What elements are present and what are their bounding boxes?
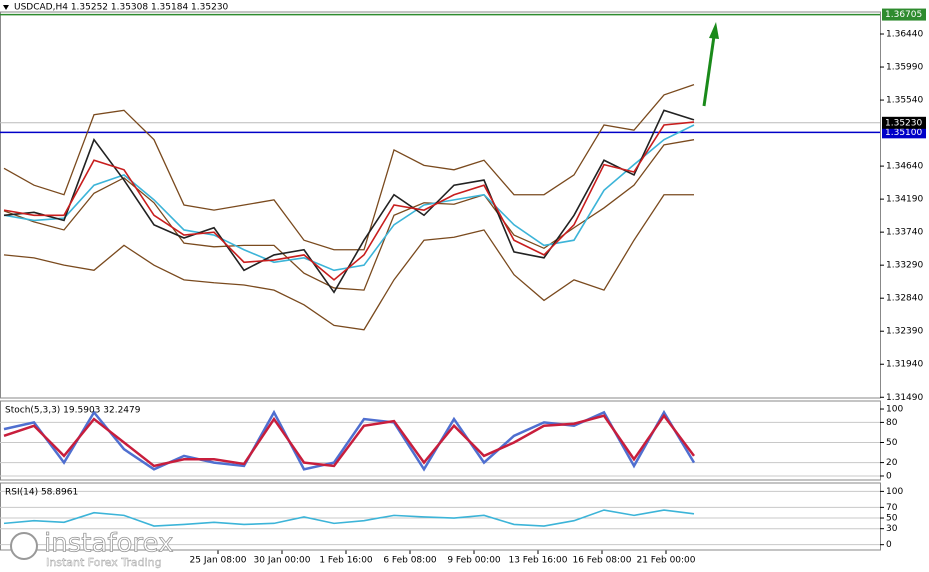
x-tick-label: 13 Feb 16:00 xyxy=(508,556,567,566)
level-label: 1.36705 xyxy=(885,10,922,20)
x-tick-label: 1 Feb 16:00 xyxy=(319,556,373,566)
series-line xyxy=(3,413,696,468)
arrow-head xyxy=(709,22,719,39)
y-tick-label: 1.32840 xyxy=(886,294,923,304)
y-tick-label: 1.34190 xyxy=(886,195,923,205)
y-tick-label: 1.33290 xyxy=(886,261,923,271)
y-tick-label: 1.31940 xyxy=(886,360,923,370)
y-tick-label: 100 xyxy=(886,487,903,497)
y-tick-label: 1.36440 xyxy=(886,30,923,40)
y-tick-label: 0 xyxy=(886,471,892,481)
x-tick-label: 6 Feb 08:00 xyxy=(383,556,437,566)
y-tick-label: 100 xyxy=(886,405,903,415)
logo-text: instaforex xyxy=(44,529,173,559)
y-tick-label: 1.35990 xyxy=(886,63,923,73)
panel-title: RSI(14) 58.8961 xyxy=(5,488,78,498)
y-tick-label: 70 xyxy=(886,503,898,513)
logo: instaforex Instant Forex Trading xyxy=(10,528,174,569)
level-label: 1.35230 xyxy=(885,118,922,128)
y-tick-label: 80 xyxy=(886,418,898,428)
logo-icon xyxy=(10,532,38,560)
series-line xyxy=(3,139,695,291)
panel-title: USDCAD,H4 1.35252 1.35308 1.35184 1.3523… xyxy=(14,3,229,13)
level-box xyxy=(882,8,926,21)
series-line xyxy=(3,109,695,294)
series-line xyxy=(3,84,695,251)
series-line xyxy=(3,194,694,331)
arrow xyxy=(702,35,716,107)
series-line xyxy=(3,121,695,281)
panel-frame xyxy=(0,400,881,481)
y-tick-label: 1.31490 xyxy=(886,393,923,403)
y-tick-label: 1.32390 xyxy=(886,327,923,337)
y-tick-label: 50 xyxy=(886,438,898,448)
level-box xyxy=(882,126,926,139)
y-tick-label: 30 xyxy=(886,524,898,534)
panel-frame xyxy=(0,11,881,399)
x-tick-label: 25 Jan 08:00 xyxy=(190,556,247,566)
panel-frame xyxy=(0,482,881,551)
y-tick-label: 1.35540 xyxy=(886,96,923,106)
level-label: 1.35100 xyxy=(885,128,922,138)
x-tick-label: 16 Feb 08:00 xyxy=(572,556,631,566)
y-tick-label: 20 xyxy=(886,458,898,468)
y-tick-label: 50 xyxy=(886,514,898,524)
y-tick-label: 1.34640 xyxy=(886,162,923,172)
x-tick-label: 30 Jan 00:00 xyxy=(254,556,311,566)
y-tick-label: 0 xyxy=(886,540,892,550)
series-line xyxy=(3,509,695,527)
panel-title: Stoch(5,3,3) 19.5903 32.2479 xyxy=(5,406,141,416)
y-tick-label: 1.33740 xyxy=(886,228,923,238)
level-box xyxy=(882,116,926,129)
logo-tagline: Instant Forex Trading xyxy=(46,556,162,569)
menu-arrow xyxy=(3,5,9,10)
x-tick-label: 9 Feb 00:00 xyxy=(447,556,501,566)
x-tick-label: 21 Feb 00:00 xyxy=(636,556,695,566)
